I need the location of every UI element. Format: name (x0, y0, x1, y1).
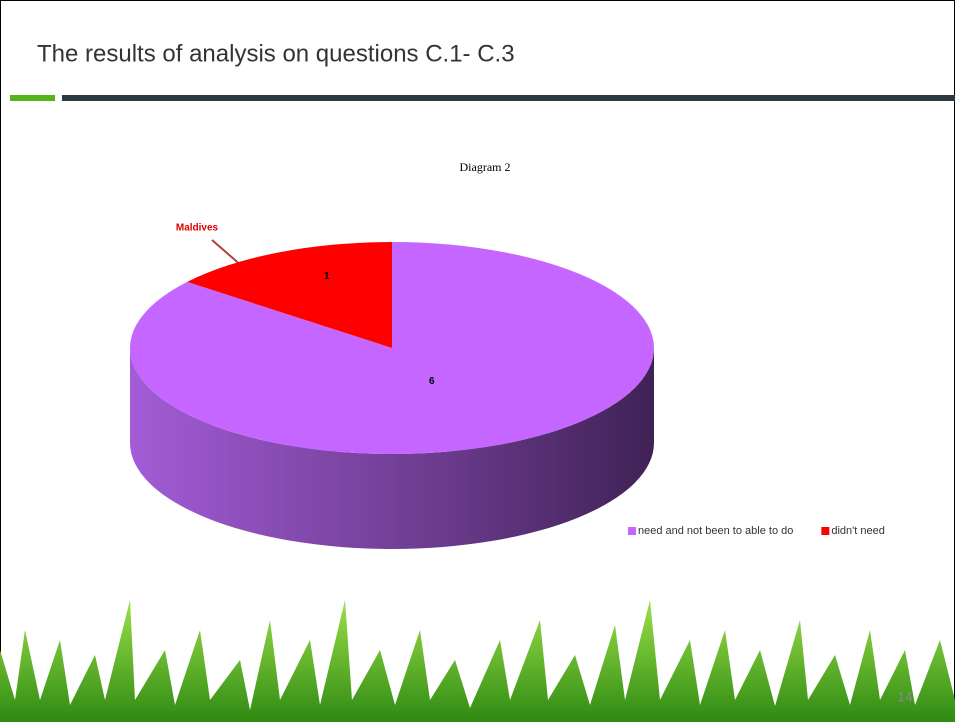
header-bar (62, 95, 955, 101)
legend-swatch (821, 527, 829, 535)
legend-label: didn't need (831, 525, 884, 537)
accent-bar (10, 95, 55, 101)
legend-swatch (628, 527, 636, 535)
annotation: Maldives (176, 223, 219, 234)
data-label: 1 (324, 271, 330, 282)
page-number: 14 (897, 689, 913, 705)
data-label: 6 (429, 376, 435, 387)
slide: The results of analysis on questions C.1… (0, 0, 955, 722)
legend-label: need and not been to able to do (638, 525, 793, 537)
page: The results of analysis on questions C.1… (0, 0, 955, 727)
slide-title: The results of analysis on questions C.1… (37, 40, 515, 67)
chart-title: Diagram 2 (460, 160, 511, 174)
